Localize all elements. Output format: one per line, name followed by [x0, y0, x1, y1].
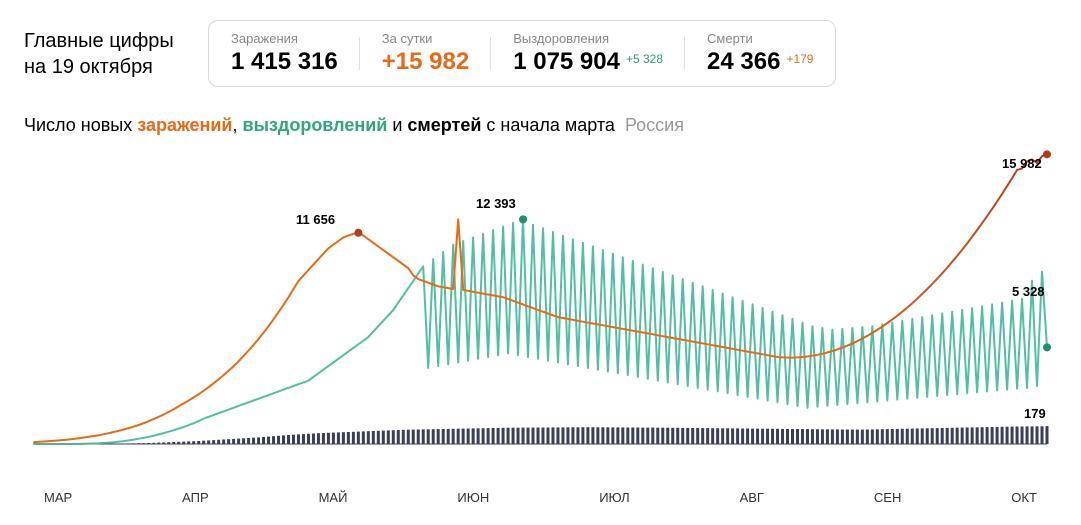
stat-delta: +5 328: [626, 52, 663, 66]
chart-area: 11 656 12 393 15 982 5 328 179: [24, 144, 1057, 484]
callout-infections-peak1: 11 656: [296, 212, 335, 227]
stat-value: 24 366: [707, 48, 780, 76]
title-recoveries: выздоровлений: [243, 115, 388, 135]
headline-line2: на 19 октября: [24, 56, 153, 78]
title-region: Россия: [625, 115, 684, 135]
x-tick: ИЮН: [457, 490, 489, 505]
x-tick: ИЮЛ: [599, 490, 629, 505]
callout-infections-last: 15 982: [1002, 156, 1042, 171]
stat-infections: Заражения 1 415 316: [209, 31, 360, 76]
callout-recoveries-last: 5 328: [1012, 284, 1045, 299]
title-suffix: с начала марта: [481, 115, 615, 135]
stat-value: +15 982: [382, 48, 469, 76]
x-tick: СЕН: [874, 490, 901, 505]
title-prefix: Число новых: [24, 115, 137, 135]
title-infections: заражений: [137, 115, 232, 135]
stat-deaths: Смерти 24 366 +179: [685, 31, 835, 76]
stats-box: Заражения 1 415 316 За сутки +15 982 Выз…: [208, 20, 836, 87]
stat-recoveries: Выздоровления 1 075 904 +5 328: [491, 31, 685, 76]
headline-line1: Главные цифры: [24, 30, 174, 52]
chart-title: Число новых заражений, выздоровлений и с…: [24, 115, 1057, 136]
title-sep1: ,: [233, 115, 243, 135]
title-deaths: смертей: [407, 115, 481, 135]
stat-label: Смерти: [707, 31, 813, 46]
x-tick: ОКТ: [1011, 490, 1037, 505]
x-tick: МАР: [44, 490, 72, 505]
stat-label: За сутки: [382, 31, 469, 46]
stat-label: Выздоровления: [513, 31, 663, 46]
headline: Главные цифры на 19 октября: [24, 20, 184, 80]
stat-daily: За сутки +15 982: [360, 31, 491, 76]
x-tick: АВГ: [740, 490, 764, 505]
stat-label: Заражения: [231, 31, 338, 46]
stat-delta: +179: [786, 52, 813, 66]
stat-value: 1 415 316: [231, 48, 338, 76]
callout-deaths-last: 179: [1024, 406, 1046, 421]
x-tick: АПР: [182, 490, 209, 505]
callout-recoveries-peak: 12 393: [476, 196, 516, 211]
x-tick: МАЙ: [319, 490, 348, 505]
chart-svg: [24, 144, 1057, 454]
x-axis-ticks: МАР АПР МАЙ ИЮН ИЮЛ АВГ СЕН ОКТ: [24, 490, 1057, 505]
title-sep2: и: [387, 115, 407, 135]
stat-value: 1 075 904: [513, 48, 620, 76]
summary-row: Главные цифры на 19 октября Заражения 1 …: [24, 20, 1057, 87]
